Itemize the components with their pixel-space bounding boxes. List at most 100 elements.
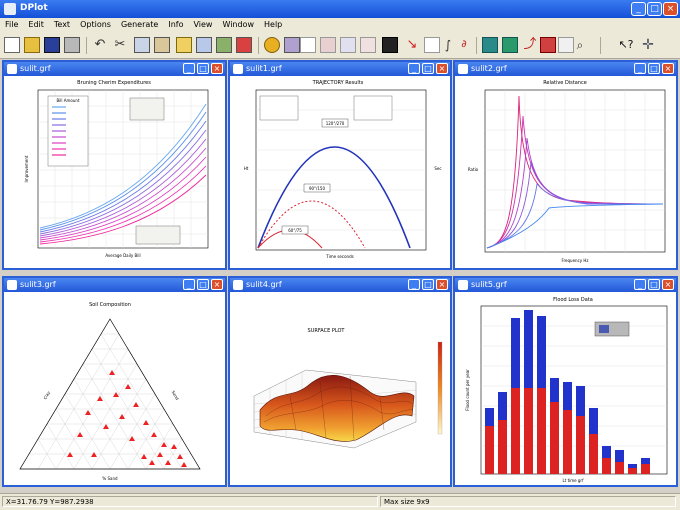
ternary-triangle <box>19 318 201 470</box>
bar-red <box>550 402 559 474</box>
legend-swatch <box>599 325 609 333</box>
bar-blue <box>628 464 637 468</box>
plot-area: SURFACE PLOT <box>230 292 450 485</box>
cut-icon[interactable]: ✂ <box>114 37 126 52</box>
ternary-chart: Soil Composition Clay Sand % Sand <box>19 302 201 481</box>
window-minimize-button[interactable]: _ <box>634 279 646 290</box>
undo-icon[interactable]: ↶ <box>94 37 106 52</box>
minimize-button[interactable]: _ <box>631 2 646 16</box>
data-point <box>161 442 167 447</box>
trajectory-chart: TRAJECTORY Results 120°/270 90°/150 60°/… <box>244 80 442 259</box>
curve-icon[interactable]: ↘ <box>406 37 418 52</box>
curve-line <box>39 120 207 233</box>
symbol-icon[interactable] <box>284 37 300 53</box>
y-axis-label: Ht <box>244 166 249 171</box>
3d-plot-icon[interactable] <box>482 37 498 53</box>
menu-window[interactable]: Window <box>222 20 254 29</box>
plot-window-3[interactable]: sulit2.grf _ □ × Relative Distance Frequ… <box>453 60 678 270</box>
data-point <box>91 452 97 457</box>
legend-icon[interactable] <box>558 37 574 53</box>
integral-icon[interactable]: ∫ <box>444 38 452 52</box>
crosshair-icon[interactable]: ✛ <box>642 37 654 53</box>
maximize-button[interactable]: □ <box>647 2 662 16</box>
bar-blue <box>524 310 533 388</box>
plot-window-5[interactable]: sulit4.grf _ □ × SURFACE PLOT <box>228 276 452 487</box>
color-palette-icon[interactable] <box>264 37 280 53</box>
bar-blue <box>576 386 585 416</box>
menu-file[interactable]: File <box>5 20 19 29</box>
derivative-icon[interactable]: ∂ <box>461 39 467 50</box>
window-maximize-button[interactable]: □ <box>648 63 660 74</box>
arrow-icon[interactable]: ⤴ <box>523 37 537 52</box>
bar-red <box>563 410 572 474</box>
right-axis-label: Sand <box>171 390 181 402</box>
window-minimize-button[interactable]: _ <box>183 279 195 290</box>
axis-icon[interactable] <box>320 37 336 53</box>
plot-window-4[interactable]: sulit3.grf _ □ × Soil Composition Clay S… <box>2 276 227 487</box>
check-icon[interactable] <box>216 37 232 53</box>
plot-area: Bruning Cherim Expenditures Bill Amount <box>4 76 225 268</box>
menu-info[interactable]: Info <box>168 20 184 29</box>
window-close-button[interactable]: × <box>436 279 448 290</box>
new-file-icon[interactable] <box>4 37 20 53</box>
black-box-icon[interactable] <box>382 37 398 53</box>
window-close-button[interactable]: × <box>211 279 223 290</box>
callout-label <box>303 183 331 193</box>
data-point <box>133 402 139 407</box>
document-icon <box>7 64 17 74</box>
window-minimize-button[interactable]: _ <box>408 63 420 74</box>
error-bars-icon[interactable] <box>540 37 556 53</box>
close-button[interactable]: × <box>663 2 678 16</box>
edit-data-icon[interactable] <box>196 37 212 53</box>
window-close-button[interactable]: × <box>211 63 223 74</box>
bar-blue <box>589 408 598 434</box>
callout-text: 90°/150 <box>309 186 326 191</box>
window-maximize-button[interactable]: □ <box>422 63 434 74</box>
open-folder-icon[interactable] <box>24 37 40 53</box>
plot-window-2[interactable]: sulit1.grf _ □ × TRAJECTORY Results 120°… <box>228 60 452 270</box>
line-style-icon[interactable] <box>236 37 252 53</box>
menu-edit[interactable]: Edit <box>28 20 44 29</box>
window-close-button[interactable]: × <box>436 63 448 74</box>
plot-window-6[interactable]: sulit5.grf _ □ × Flood Loss Data <box>453 276 678 487</box>
window-maximize-button[interactable]: □ <box>197 279 209 290</box>
window-minimize-button[interactable]: _ <box>634 63 646 74</box>
save-icon[interactable] <box>44 37 60 53</box>
menu-generate[interactable]: Generate <box>120 20 159 29</box>
window-close-button[interactable]: × <box>662 63 674 74</box>
bar-blue <box>485 408 494 426</box>
zoom-icon[interactable]: ⌕ <box>576 38 584 52</box>
table-icon[interactable] <box>360 37 376 53</box>
plot-window-title: sulit1.grf <box>246 64 282 73</box>
grid-icon[interactable] <box>300 37 316 53</box>
copy-icon[interactable] <box>134 37 150 53</box>
app-title: DPlot <box>20 3 48 13</box>
toolbar-separator <box>476 37 477 54</box>
status-coordinates: X=31.76.79 Y=987.2938 <box>2 496 378 507</box>
window-maximize-button[interactable]: □ <box>197 63 209 74</box>
help-pointer-icon[interactable]: ↖? <box>618 38 634 51</box>
bar-blue <box>641 458 650 464</box>
pencil-icon[interactable] <box>176 37 192 53</box>
print-icon[interactable] <box>64 37 80 53</box>
window-maximize-button[interactable]: □ <box>422 279 434 290</box>
window-minimize-button[interactable]: _ <box>408 279 420 290</box>
scale-icon[interactable] <box>340 37 356 53</box>
fit-icon[interactable] <box>424 37 440 53</box>
menu-options[interactable]: Options <box>80 20 111 29</box>
window-minimize-button[interactable]: _ <box>183 63 195 74</box>
menu-view[interactable]: View <box>193 20 213 29</box>
bar-blue <box>550 378 559 402</box>
data-point <box>77 432 83 437</box>
annotation-box <box>135 225 181 245</box>
window-maximize-button[interactable]: □ <box>648 279 660 290</box>
plot-window-1[interactable]: sulit.grf _ □ × Bruning Cherim Expenditu… <box>2 60 227 270</box>
bar-red <box>615 462 624 474</box>
menu-text[interactable]: Text <box>53 20 71 29</box>
paste-icon[interactable] <box>154 37 170 53</box>
contour-icon[interactable] <box>502 37 518 53</box>
menu-help[interactable]: Help <box>264 20 283 29</box>
window-close-button[interactable]: × <box>662 279 674 290</box>
data-point <box>157 452 163 457</box>
plot-area: Relative Distance Frequency Hz Ratio <box>455 76 676 268</box>
